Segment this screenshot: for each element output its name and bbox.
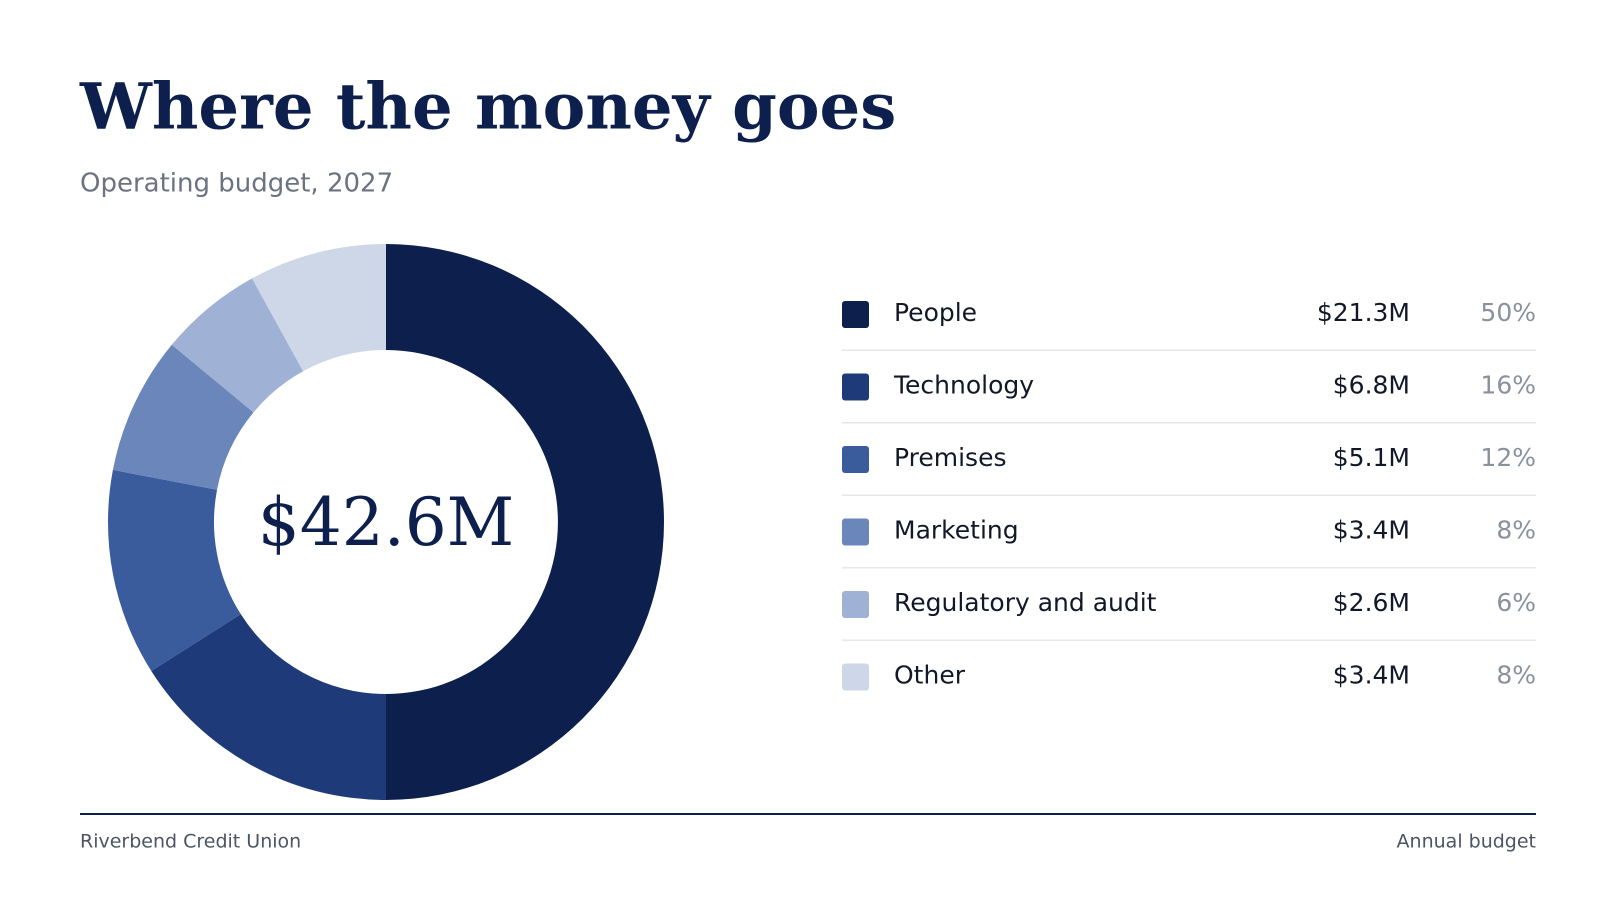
amount-label: $2.6M [1333,588,1410,617]
donut-slice [386,244,664,800]
legend-swatch [842,591,869,618]
donut-slice [151,614,386,800]
percent-label: 8% [1496,516,1536,545]
percent-label: 16% [1480,371,1536,400]
donut-slice [108,469,241,671]
legend-label: Premises [894,443,1006,472]
legend-label: Other [894,661,966,690]
chart-title: Where the money goes [79,70,896,145]
footer-left: Riverbend Credit Union [80,831,301,853]
percent-label: 50% [1480,298,1536,327]
percent-label: 8% [1496,661,1536,690]
legend-swatch [842,663,869,691]
legend-swatch [842,446,869,473]
center-label: $42.6M [258,484,515,561]
legend-swatch [842,301,869,328]
amount-label: $3.4M [1333,516,1410,545]
amount-label: $5.1M [1333,443,1410,472]
legend-label: Regulatory and audit [894,588,1157,617]
percent-label: 6% [1496,588,1536,617]
percent-label: 12% [1480,443,1536,472]
legend-swatch [842,518,869,546]
legend-label: Marketing [894,516,1019,545]
legend-label: Technology [893,371,1034,400]
legend-swatch [842,373,869,401]
donut-slice [252,244,386,372]
donut-slice [112,344,254,490]
footer-right: Annual budget [1397,831,1536,853]
subtitle: Operating budget, 2027 [80,169,393,199]
amount-label: $6.8M [1333,371,1410,400]
donut-slice [171,278,304,413]
legend-label: People [894,298,977,327]
amount-label: $21.3M [1317,298,1410,327]
amount-label: $3.4M [1333,661,1410,690]
